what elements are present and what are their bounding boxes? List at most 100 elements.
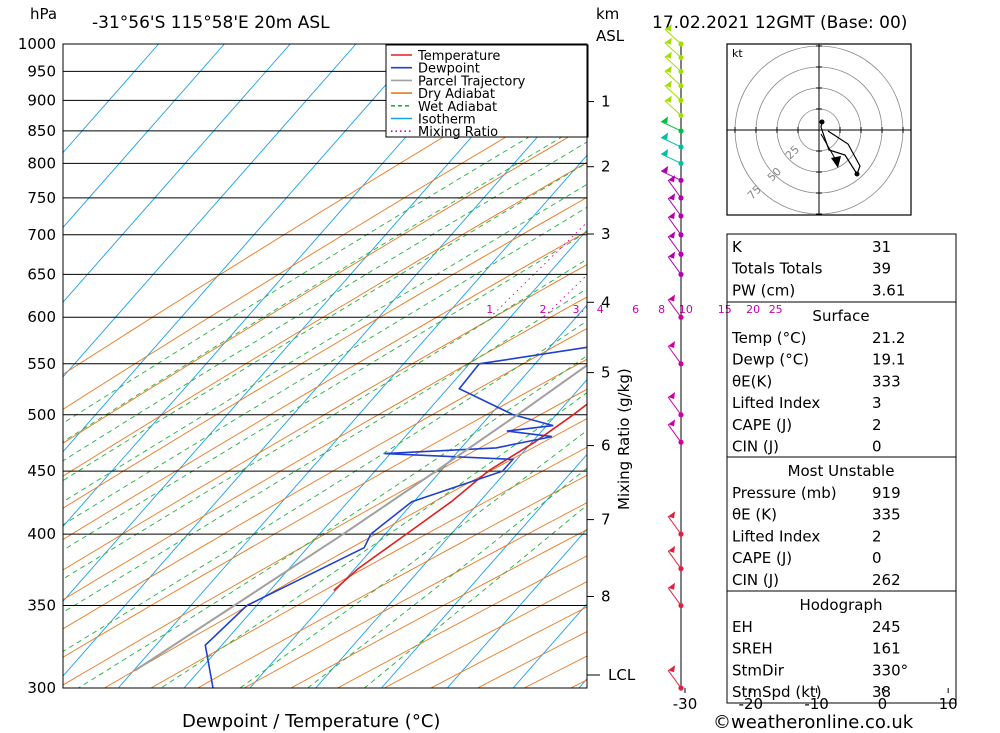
location-title: -31°56'S 115°58'E 20m ASL	[92, 13, 330, 33]
mixing-ratio-label: 1	[486, 303, 493, 316]
copyright: ©weatheronline.co.uk	[713, 712, 914, 733]
isotherm-line	[183, 229, 587, 688]
wind-barb	[660, 121, 682, 132]
unstable-label: Pressure (mb)	[732, 484, 837, 502]
height-tick-label: 5	[601, 364, 611, 382]
hpa-label: hPa	[30, 5, 57, 23]
mixing-ratio-label: 15	[718, 303, 732, 316]
isotherm-line	[63, 44, 225, 229]
hodo-label: StmSpd (kt)	[732, 683, 822, 701]
wet-adiabat-line	[63, 141, 587, 462]
pressure-tick-label: 900	[27, 91, 56, 109]
mixing-ratio-label: 4	[597, 303, 604, 316]
wind-barb	[660, 137, 682, 148]
mixing-ratio-axis-label: Mixing Ratio (g/kg)	[615, 368, 633, 510]
height-axis: 1 2 3 4 5 6 7 8	[586, 44, 611, 688]
block1-label: K	[732, 238, 743, 256]
surface-value: 333	[872, 372, 901, 390]
dry-adiabat-line	[63, 50, 587, 375]
pressure-tick-label: 550	[27, 355, 56, 373]
wet-adiabat-line	[63, 101, 587, 424]
unstable-value: 919	[872, 484, 901, 502]
legend-label: Dewpoint	[418, 62, 480, 77]
unstable-label: Lifted Index	[732, 527, 820, 545]
pressure-tick-label: 650	[27, 265, 56, 283]
wind-barb-flag	[668, 582, 676, 590]
hodograph-start	[819, 119, 825, 125]
wind-barb	[667, 345, 682, 365]
isotherm-line	[315, 378, 587, 688]
dry-adiabat-line	[63, 327, 587, 630]
wind-barb-flag	[668, 511, 676, 519]
wind-barb-flag	[661, 116, 669, 124]
wind-barb	[664, 56, 682, 72]
series-temperature	[333, 403, 587, 592]
pressure-tick-label: 600	[27, 308, 56, 326]
dry-adiabat-line	[104, 418, 587, 688]
pressure-tick-label: 400	[27, 525, 56, 543]
legend-label: Temperature	[417, 49, 500, 64]
temperature-tick-label: 10	[939, 695, 958, 713]
mixing-ratio-label: 3	[572, 303, 579, 316]
unstable-value: 0	[872, 549, 882, 567]
isotherm-line	[63, 44, 291, 303]
height-tick-label: 2	[601, 158, 611, 176]
wet-adiabat-line	[63, 206, 587, 526]
dry-adiabat-line	[63, 388, 587, 686]
legend-label: Mixing Ratio	[418, 125, 498, 140]
dry-adiabat-line	[63, 125, 587, 444]
wind-barb	[664, 85, 682, 101]
pressure-tick-label: 850	[27, 122, 56, 140]
wind-barb	[664, 28, 682, 45]
height-tick-label: 3	[601, 225, 611, 243]
wind-barb	[667, 587, 682, 606]
surface-value: 3	[872, 394, 882, 412]
isotherm-line	[63, 44, 357, 378]
unstable-value: 262	[872, 571, 901, 589]
height-tick-label: 1	[601, 93, 611, 111]
pressure-tick-label: 800	[27, 154, 56, 172]
wind-barb-flag	[668, 231, 676, 239]
hodo-value: 330°	[872, 661, 908, 679]
dry-adiabat-line	[63, 88, 587, 410]
isotherm-line	[63, 44, 488, 528]
wind-barb-flag	[664, 37, 672, 45]
hodo-title: Hodograph	[799, 596, 882, 614]
wind-barb	[667, 197, 682, 217]
height-tick-label: 8	[601, 587, 611, 605]
mixing-ratio-label: 10	[679, 303, 693, 316]
pressure-tick-label: 950	[27, 62, 56, 80]
hodo-label: EH	[732, 618, 753, 636]
series-parcel-trajectory	[134, 364, 587, 672]
wind-barb	[667, 179, 682, 199]
surface-value: 0	[872, 438, 882, 456]
height-tick-label: 4	[601, 293, 611, 311]
hodograph: kt 25 50 75	[726, 43, 912, 216]
mixing-ratio-label: 8	[658, 303, 665, 316]
hodo-value: 245	[872, 618, 901, 636]
wind-barb-flag	[661, 148, 669, 156]
hodo-label: StmDir	[732, 661, 785, 679]
dry-adiabat-line	[244, 502, 587, 688]
surface-value: 19.1	[872, 351, 905, 369]
wind-barb	[667, 236, 682, 255]
wind-barb	[660, 153, 682, 164]
unstable-value: 335	[872, 506, 901, 524]
height-tick-label: 6	[601, 437, 611, 455]
lcl-label: LCL	[608, 666, 636, 684]
wind-barb-flag	[668, 391, 676, 399]
wet-adiabat-line	[63, 288, 587, 613]
plot-frame	[62, 43, 588, 689]
wind-barb-flag	[664, 24, 672, 32]
isotherm-line	[63, 44, 554, 602]
isotherm-line	[381, 453, 587, 688]
wind-barb-flag	[668, 294, 676, 302]
mixing-ratio-label: 2	[540, 303, 547, 316]
x-axis-label: Dewpoint / Temperature (°C)	[182, 711, 440, 732]
surface-label: CAPE (J)	[732, 416, 792, 434]
wind-barb	[667, 256, 682, 275]
block1-value: 3.61	[872, 281, 905, 299]
surface-label: CIN (J)	[732, 438, 779, 456]
